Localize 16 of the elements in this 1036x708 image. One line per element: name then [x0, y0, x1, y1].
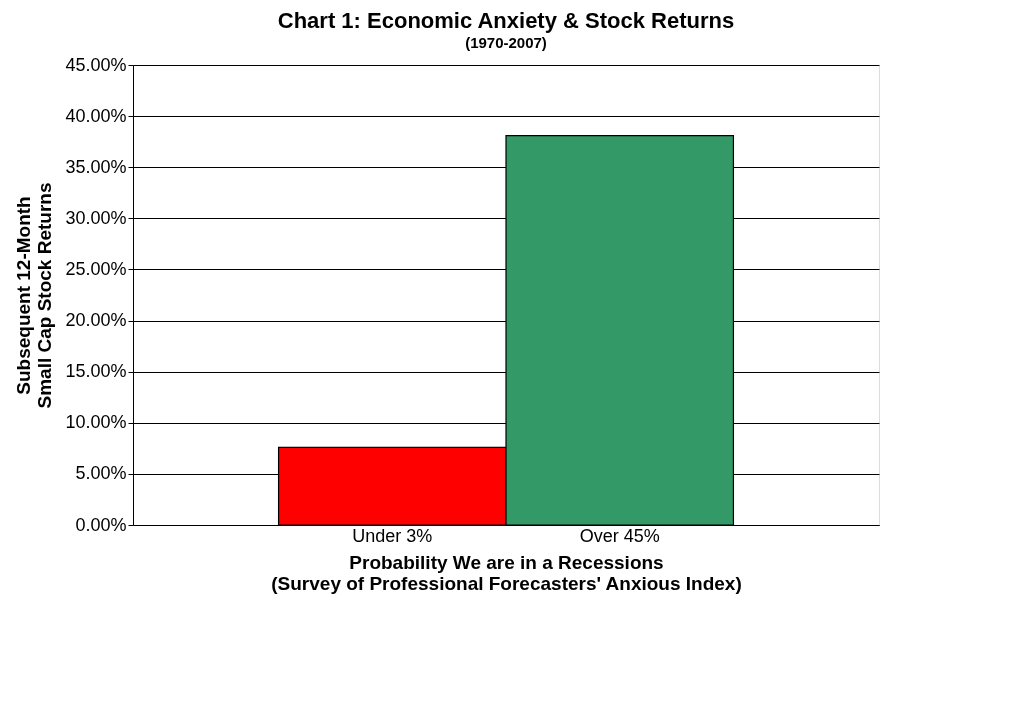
x-tick-label: Under 3% — [352, 525, 433, 546]
y-axis-title: Subsequent 12-Month Small Cap Stock Returns — [13, 182, 56, 409]
y-tick-label: 25.00% — [65, 258, 127, 279]
y-tick-label: 15.00% — [65, 361, 127, 382]
y-tick-label: 10.00% — [65, 412, 127, 433]
chart-title: Chart 1: Economic Anxiety & Stock Returns — [277, 8, 735, 33]
y-tick-label: 0.00% — [75, 514, 127, 535]
chart-subtitle: (1970-2007) — [465, 34, 547, 51]
y-tick-label: 20.00% — [65, 310, 127, 331]
y-tick-label: 45.00% — [65, 54, 127, 75]
y-tick-label: 30.00% — [65, 207, 127, 228]
y-tick-label: 40.00% — [65, 105, 127, 126]
x-axis-title: Probability We are in a Recessions (Survey of Professional Forecasters' Anxious Index) — [271, 551, 742, 594]
y-tick-label: 35.00% — [65, 156, 127, 177]
y-tick-label: 5.00% — [75, 463, 127, 484]
x-tick-label: Over 45% — [579, 525, 660, 546]
